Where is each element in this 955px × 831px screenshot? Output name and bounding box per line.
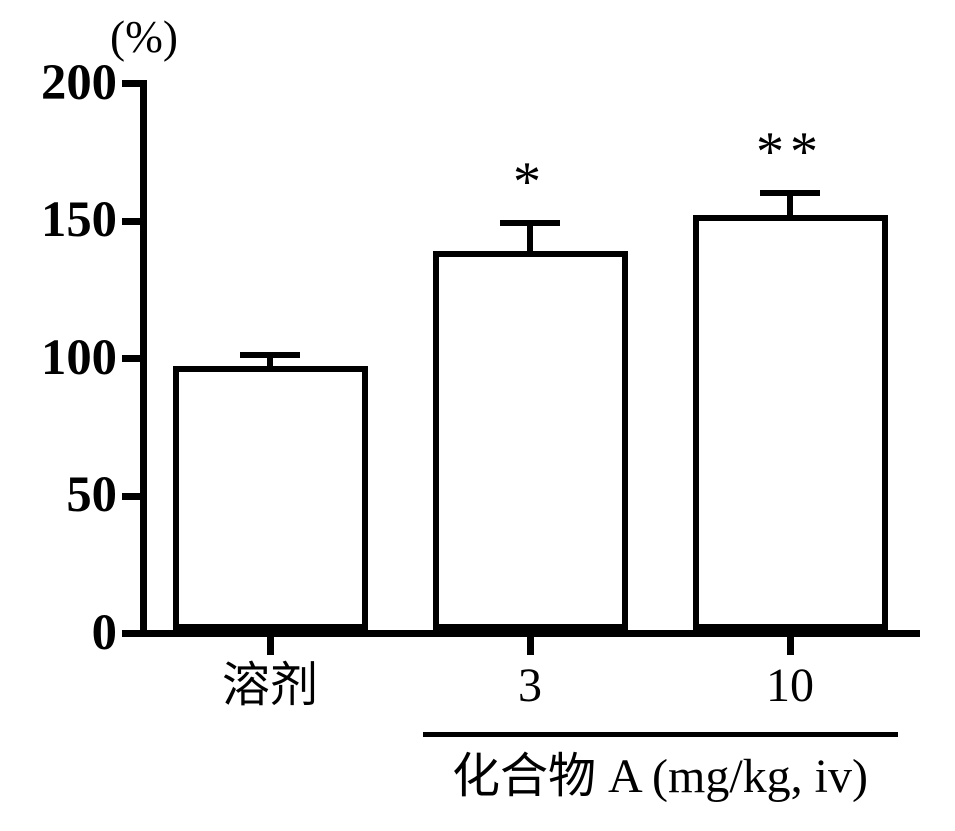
y-axis-tick-label: 0 xyxy=(7,607,117,658)
y-axis-tick xyxy=(122,218,147,225)
x-axis-category-label: 溶剂 xyxy=(170,662,370,710)
significance-marker: * xyxy=(460,154,600,210)
y-axis-tick xyxy=(122,493,147,500)
y-axis-tick-label: 200 xyxy=(7,57,117,108)
y-axis-unit-label: (%) xyxy=(110,15,178,60)
x-axis-group-line xyxy=(423,732,898,737)
y-axis-tick xyxy=(122,80,147,87)
y-axis-tick-label: 100 xyxy=(7,332,117,383)
x-axis-tick xyxy=(267,630,274,655)
y-axis-unit-text: (%) xyxy=(110,12,178,62)
figure: (%) 化合物 A (mg/kg, iv) 0 50 100 150 200 溶剂 * 3 **… xyxy=(0,0,955,831)
y-axis-tick xyxy=(122,630,147,637)
error-bar-cap xyxy=(500,220,560,226)
x-axis-tick xyxy=(787,630,794,655)
x-axis-category-label: 3 xyxy=(430,662,630,710)
x-axis-tick xyxy=(527,630,534,655)
bar xyxy=(433,251,628,631)
y-axis-tick-label: 50 xyxy=(7,469,117,520)
y-axis-tick-label: 150 xyxy=(7,194,117,245)
error-bar-cap xyxy=(760,190,820,196)
bar xyxy=(173,366,368,630)
error-bar-cap xyxy=(240,352,300,358)
x-axis-category-label: 10 xyxy=(690,662,890,710)
significance-marker: ** xyxy=(720,124,860,180)
y-axis-tick xyxy=(122,355,147,362)
x-axis-group-text: 化合物 A (mg/kg, iv) xyxy=(452,750,868,803)
x-axis-group-label: 化合物 A (mg/kg, iv) xyxy=(323,753,955,801)
bar xyxy=(693,215,888,630)
